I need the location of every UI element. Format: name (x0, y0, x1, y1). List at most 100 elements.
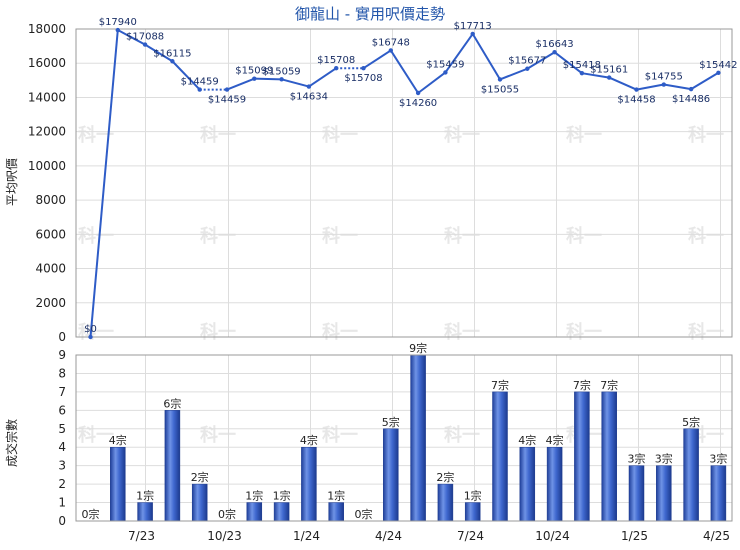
price-line-segment (362, 49, 392, 70)
price-data-label: $14755 (645, 72, 683, 83)
price-data-label: $14486 (672, 94, 710, 105)
volume-y-tick: 7 (58, 385, 66, 399)
price-point (197, 87, 202, 92)
price-data-label: $17713 (454, 21, 492, 32)
price-point (497, 77, 503, 82)
volume-bar (410, 354, 426, 522)
price-point (470, 31, 475, 37)
volume-bar (601, 391, 617, 522)
price-line-segment (417, 71, 447, 94)
volume-y-tick: 0 (58, 514, 66, 528)
price-line-segment (608, 76, 637, 91)
watermark-text: 科一 (444, 225, 480, 247)
price-line-segment (281, 78, 310, 88)
volume-data-label: 9宗 (409, 341, 427, 355)
price-line-segment (663, 83, 692, 91)
x-tick-label: 10/23 (207, 529, 242, 543)
volume-y-tick: 6 (58, 403, 66, 417)
x-tick-label: 1/24 (293, 529, 320, 543)
price-line-series (88, 27, 721, 340)
price-point (279, 77, 284, 82)
volume-bar (519, 446, 536, 522)
volume-bar (110, 446, 126, 522)
volume-y-tick: 8 (58, 366, 66, 380)
volume-bar (301, 446, 317, 522)
volume-y-tick: 9 (58, 348, 66, 362)
watermark-text: 科一 (78, 225, 114, 247)
volume-data-label: 2宗 (436, 470, 454, 484)
volume-bar (137, 502, 153, 522)
price-data-label: $14634 (290, 92, 328, 103)
price-point (334, 66, 339, 71)
price-line-segment (471, 33, 501, 80)
volume-data-label: 4宗 (109, 433, 127, 447)
volume-y-tick: 2 (58, 477, 66, 491)
volume-bar (464, 502, 481, 522)
price-plot-frame (75, 28, 733, 338)
volume-data-label: 0宗 (82, 507, 100, 521)
volume-data-label: 3宗 (709, 452, 727, 466)
price-point (306, 84, 312, 89)
price-data-label: $14459 (181, 77, 219, 88)
volume-data-label: 1宗 (273, 489, 291, 503)
price-data-label: $16643 (536, 39, 574, 50)
price-y-tick: 12000 (28, 125, 66, 139)
price-data-label: $14459 (208, 95, 246, 106)
volume-bar (164, 410, 181, 522)
x-tick-label: 4/25 (703, 529, 730, 543)
price-point (224, 87, 230, 92)
price-point (388, 48, 393, 53)
x-tick-label: 7/24 (457, 529, 484, 543)
price-y-tick: 18000 (28, 22, 66, 36)
volume-data-label: 4宗 (300, 433, 318, 447)
watermark-text: 科一 (688, 321, 724, 343)
price-y-tick: 0 (58, 330, 66, 344)
price-data-label: $15708 (317, 55, 355, 66)
price-point (142, 42, 148, 47)
price-y-axis-label: 平均呎價 (5, 158, 19, 206)
price-point (361, 66, 366, 71)
volume-bar (273, 502, 290, 522)
volume-bar (574, 391, 590, 522)
x-tick-label: 10/24 (535, 529, 570, 543)
price-line-segment (444, 33, 474, 74)
volume-bar (246, 502, 263, 522)
price-data-label: $15099 (235, 66, 273, 77)
price-y-ticks: 0 2000 4000 6000 8000 10000 12000 14000 16000 180… (28, 22, 66, 344)
watermark-text: 科一 (566, 124, 602, 146)
price-y-tick: 10000 (28, 159, 66, 173)
watermark-text: 科一 (78, 424, 114, 446)
price-data-label: $15708 (344, 73, 382, 84)
volume-data-label: 0宗 (218, 507, 236, 521)
price-line-segment (690, 71, 719, 90)
volume-data-label: 1宗 (136, 489, 154, 503)
watermark-text: 科一 (200, 225, 236, 247)
watermark-text: 科一 (200, 321, 236, 343)
volume-data-label: 4宗 (518, 433, 536, 447)
price-data-label: $0 (84, 324, 97, 335)
x-tick-label: 1/25 (621, 529, 648, 543)
volume-data-label: 5宗 (382, 415, 400, 429)
price-line-segment (144, 43, 173, 63)
price-point (607, 75, 612, 80)
volume-bar (546, 446, 563, 522)
x-tick-label: 7/23 (128, 529, 155, 543)
volume-y-tick: 1 (58, 496, 66, 510)
price-line-segment (226, 77, 255, 91)
price-point (252, 76, 257, 81)
volume-data-label: 5宗 (682, 415, 700, 429)
price-line-segment (499, 67, 528, 81)
price-data-label: $14458 (617, 95, 655, 106)
price-data-label: $15161 (590, 65, 628, 76)
price-point (525, 66, 530, 71)
volume-bar (683, 428, 699, 522)
volume-data-label: 3宗 (628, 452, 646, 466)
volume-plot-frame (75, 354, 733, 522)
watermark-text: 科一 (322, 124, 358, 146)
volume-bar (628, 465, 645, 522)
volume-data-label: 3宗 (655, 452, 673, 466)
price-line-segment (553, 51, 583, 74)
x-tick-labels: 7/23 10/23 1/24 4/24 7/24 10/24 1/25 4/25 (128, 529, 730, 543)
volume-data-label: 0宗 (355, 507, 373, 521)
